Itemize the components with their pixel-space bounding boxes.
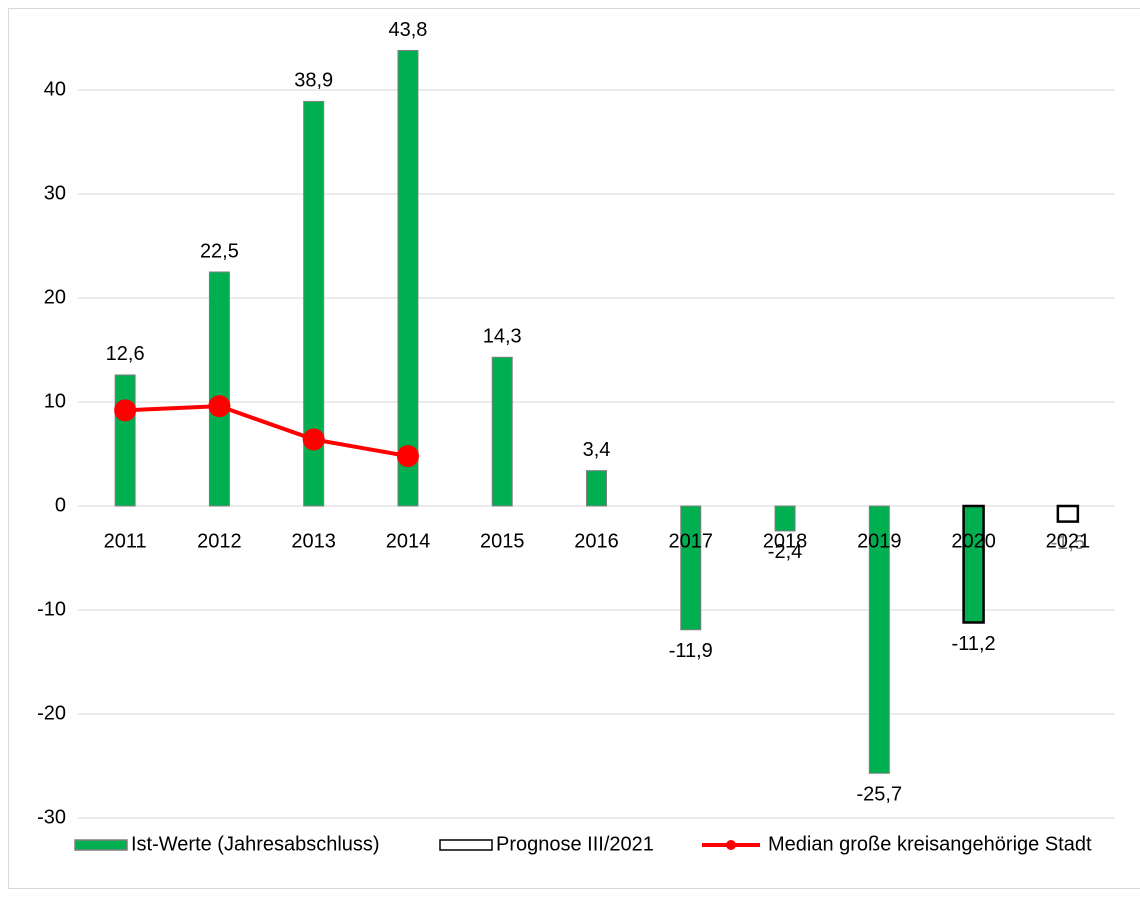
bar <box>681 506 701 630</box>
x-tick-label: 2017 <box>669 530 714 552</box>
legend-label: Prognose III/2021 <box>496 833 654 855</box>
y-tick-label: -20 <box>37 702 66 724</box>
bar <box>1058 506 1078 522</box>
legend-label: Median große kreisangehörige Stadt <box>768 833 1092 855</box>
data-label: 38,9 <box>294 70 333 92</box>
y-tick-label: 20 <box>44 286 66 308</box>
x-tick-label: 2013 <box>291 530 336 552</box>
x-tick-label: 2020 <box>951 530 996 552</box>
bar <box>775 506 795 531</box>
data-label: 43,8 <box>388 19 427 41</box>
y-tick-label: 30 <box>44 182 66 204</box>
line-point <box>114 399 136 421</box>
y-tick-label: -10 <box>37 598 66 620</box>
bar <box>587 471 607 506</box>
data-label: 3,4 <box>583 439 611 461</box>
line-point <box>208 395 230 417</box>
data-label: -25,7 <box>857 784 903 806</box>
y-tick-label: -30 <box>37 806 66 828</box>
legend-label: Ist-Werte (Jahresabschluss) <box>131 833 380 855</box>
chart-frame <box>9 9 1140 889</box>
x-tick-label: 2016 <box>574 530 619 552</box>
y-tick-label: 0 <box>55 494 66 516</box>
y-tick-label: 40 <box>44 78 66 100</box>
legend-swatch <box>440 840 492 850</box>
bar <box>115 375 135 506</box>
x-tick-label: 2015 <box>480 530 525 552</box>
x-tick-label: 2012 <box>197 530 242 552</box>
y-tick-label: 10 <box>44 390 66 412</box>
x-tick-label: 2021 <box>1046 530 1091 552</box>
x-tick-label: 2014 <box>386 530 431 552</box>
legend-swatch <box>75 840 127 850</box>
bar <box>964 506 984 622</box>
bar <box>209 272 229 506</box>
data-label: 12,6 <box>106 343 145 365</box>
data-label: -11,9 <box>669 640 713 662</box>
line-point <box>397 445 419 467</box>
bar <box>492 357 512 506</box>
data-label: 14,3 <box>483 326 522 348</box>
x-tick-label: 2019 <box>857 530 902 552</box>
line-point <box>303 428 325 450</box>
data-label: -11,2 <box>952 633 996 655</box>
x-tick-label: 2018 <box>763 530 808 552</box>
data-label: 22,5 <box>200 240 239 262</box>
bar <box>398 50 418 506</box>
x-tick-label: 2011 <box>104 530 147 552</box>
legend-swatch <box>726 840 736 850</box>
